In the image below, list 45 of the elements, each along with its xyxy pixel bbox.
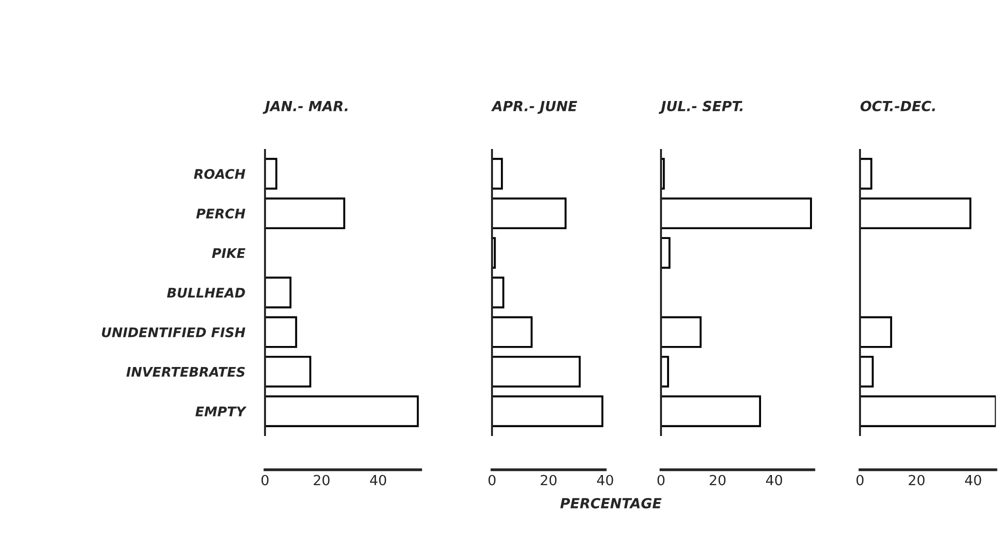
x-tick-label: 20	[710, 474, 726, 486]
bar	[492, 356, 581, 388]
bar	[860, 395, 996, 428]
y-tick-label: EMPTY	[195, 406, 247, 416]
y-tick-label: INVERTEBRATES	[126, 366, 245, 377]
y-tick-label: PERCH	[196, 208, 246, 219]
x-tick-label: 20	[908, 474, 925, 486]
x-tick-label: 0	[657, 474, 664, 486]
bar	[265, 198, 346, 230]
x-tick-label: 40	[965, 474, 982, 486]
chart-title: APR.- JUNE	[491, 100, 578, 114]
bar	[492, 316, 533, 348]
chart-title: JUL.- SEPT.	[658, 100, 743, 114]
x-tick-label: 20	[314, 474, 330, 486]
bar	[265, 158, 278, 190]
x-axis-title: PERCENTAGE	[560, 498, 662, 508]
y-tick-label: BULLHEAD	[167, 288, 245, 298]
bar	[492, 198, 567, 230]
x-tick-label: 20	[540, 474, 557, 486]
bar	[661, 395, 762, 428]
bar	[492, 395, 604, 428]
chart-title: OCT.-DEC.	[860, 100, 935, 112]
bar	[860, 198, 972, 230]
y-tick-label: UNIDENTIFIED FISH	[102, 327, 246, 338]
x-tick-label: 0	[856, 474, 864, 486]
y-tick-label: PIKE	[212, 248, 246, 258]
bar	[661, 198, 812, 230]
bar	[265, 356, 312, 388]
bar	[265, 316, 298, 348]
bar	[860, 316, 892, 348]
bar	[492, 276, 504, 308]
bar	[661, 316, 702, 348]
x-tick-label: 0	[488, 474, 496, 486]
bar	[265, 276, 292, 308]
bar	[860, 356, 874, 388]
x-tick-label: 40	[370, 474, 386, 486]
x-tick-label: 40	[766, 474, 782, 486]
bar	[661, 237, 670, 269]
chart-title: JAN.- MAR.	[262, 100, 348, 114]
y-tick-label: ROACH	[194, 168, 246, 179]
bar	[492, 158, 503, 190]
x-tick-label: 40	[597, 474, 614, 486]
bar	[265, 395, 419, 428]
x-tick-label: 0	[261, 474, 268, 486]
bar	[860, 158, 872, 190]
